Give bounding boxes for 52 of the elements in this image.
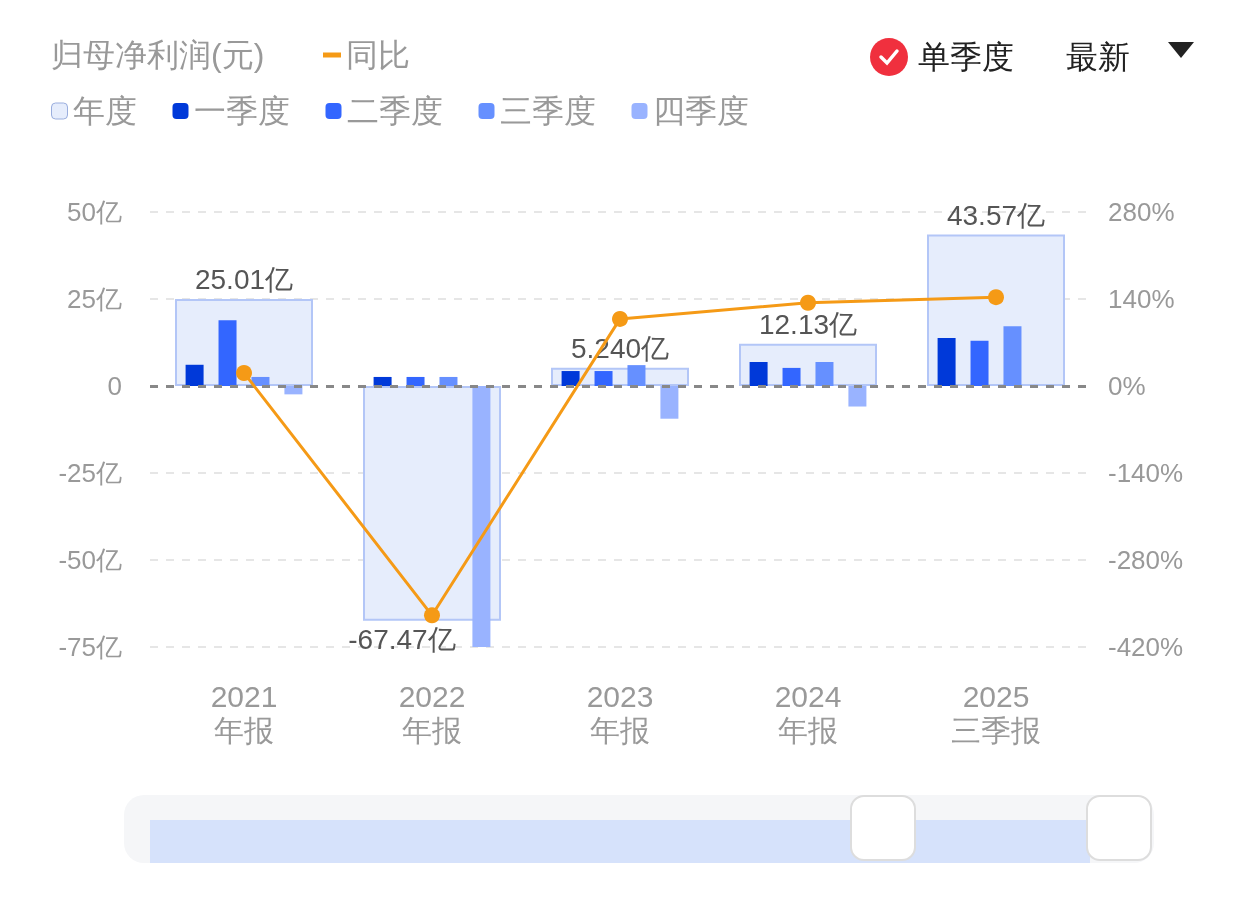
point	[424, 607, 440, 624]
bar	[561, 371, 580, 386]
point	[612, 310, 628, 327]
bar	[218, 320, 237, 386]
bar	[439, 376, 458, 386]
y2-tick-label: -280%	[1108, 545, 1184, 575]
bar	[848, 386, 867, 407]
bar	[1003, 326, 1022, 386]
point	[236, 364, 252, 381]
point	[800, 294, 816, 311]
bar	[782, 367, 801, 386]
legend-label: 同比	[346, 37, 410, 73]
legend-label: 一季度	[193, 93, 290, 129]
chart-title: 归母净利润(元)	[51, 37, 265, 73]
bar	[472, 386, 491, 647]
y-tick-label: 25亿	[67, 284, 122, 314]
legend-label: 四季度	[652, 93, 749, 129]
data-label: 25.01亿	[194, 264, 294, 296]
x-tick-label: 2022 年报	[398, 679, 466, 747]
legend-label: 年度	[72, 93, 137, 129]
bar	[749, 361, 768, 386]
bar	[815, 361, 834, 386]
point	[988, 289, 1004, 306]
y2-tick-label: 0%	[1108, 371, 1146, 401]
data-label: 43.57亿	[946, 199, 1046, 231]
y-tick-label: 50亿	[67, 197, 122, 227]
y-tick-label: -75亿	[58, 632, 122, 662]
bar	[937, 337, 956, 386]
x-tick-label: 2023 年报	[586, 679, 654, 747]
y2-tick-label: 280%	[1108, 197, 1175, 227]
bar	[185, 364, 204, 386]
bar	[627, 365, 646, 386]
legend-label: 二季度	[346, 93, 443, 129]
y2-tick-label: -420%	[1108, 632, 1184, 662]
data-label: 12.13亿	[758, 309, 858, 341]
y2-tick-label: -140%	[1108, 458, 1184, 488]
bar	[970, 340, 989, 386]
y2-tick-label: 140%	[1108, 284, 1175, 314]
x-tick-label: 2024 年报	[774, 679, 842, 747]
bar	[373, 376, 392, 386]
y-tick-label: -25亿	[58, 458, 122, 488]
bar	[660, 386, 679, 419]
data-label: -67.47亿	[348, 624, 456, 656]
x-tick-label: 2025 三季报	[951, 679, 1041, 747]
bar	[406, 376, 425, 386]
text: 最新	[1066, 37, 1130, 78]
text: 单季度	[918, 37, 1014, 78]
y-tick-label: 0	[107, 371, 122, 401]
legend-label: 三季度	[499, 93, 596, 129]
x-tick-label: 2021 年报	[210, 679, 278, 747]
bar	[594, 371, 613, 386]
y-tick-label: -50亿	[58, 545, 122, 575]
